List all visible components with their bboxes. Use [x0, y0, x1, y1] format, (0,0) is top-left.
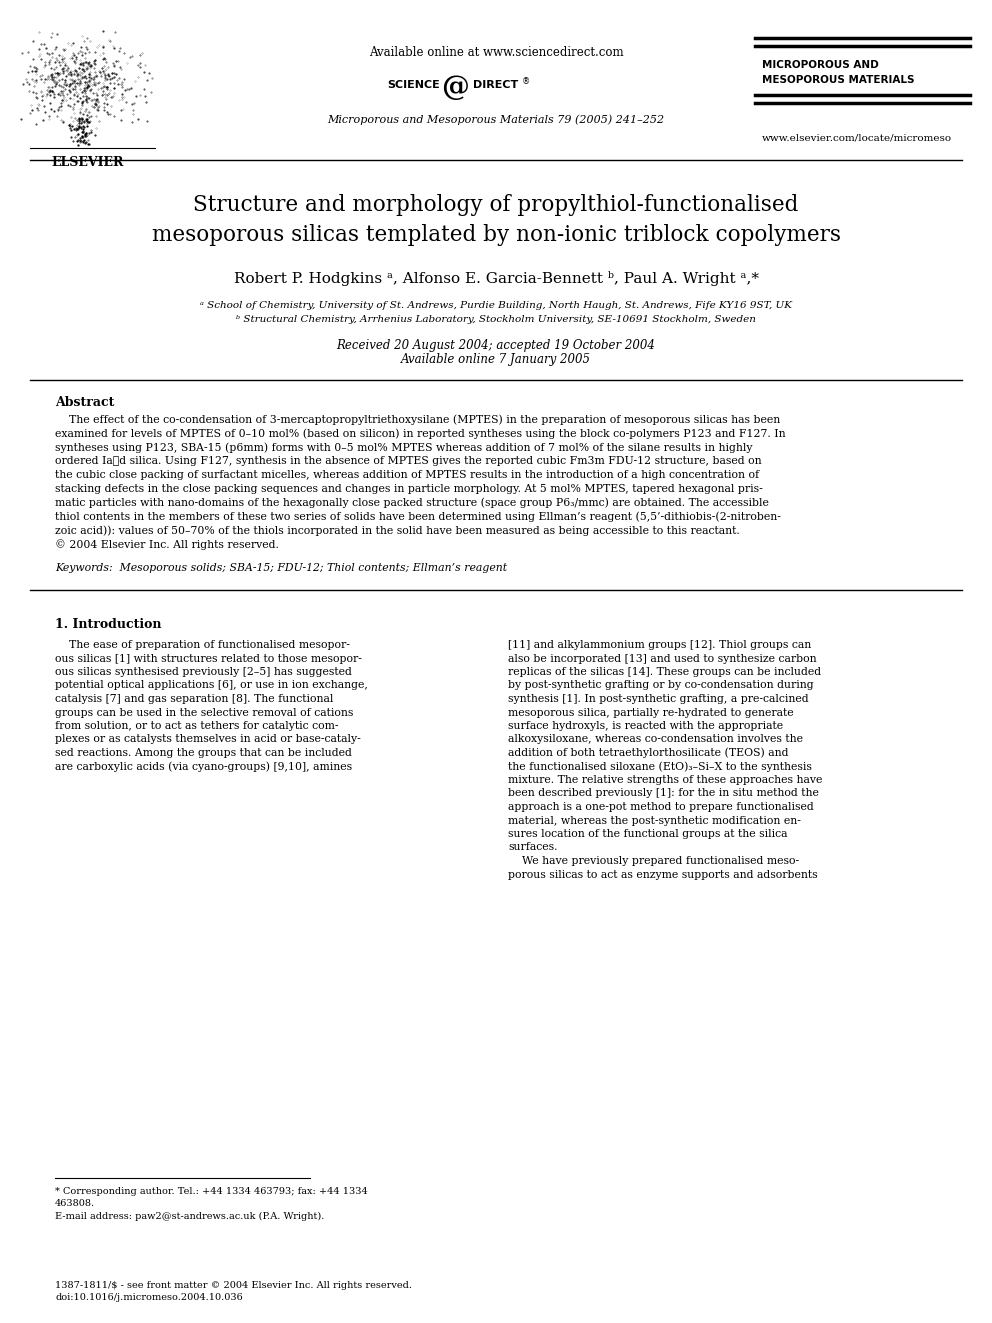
Text: mesoporous silicas templated by non-ionic triblock copolymers: mesoporous silicas templated by non-ioni… [152, 224, 840, 246]
Text: ᵇ Structural Chemistry, Arrhenius Laboratory, Stockholm University, SE-10691 Sto: ᵇ Structural Chemistry, Arrhenius Labora… [236, 315, 756, 324]
Text: synthesis [1]. In post-synthetic grafting, a pre-calcined: synthesis [1]. In post-synthetic graftin… [508, 695, 808, 704]
Text: @: @ [441, 74, 469, 101]
Text: surface hydroxyls, is reacted with the appropriate: surface hydroxyls, is reacted with the a… [508, 721, 783, 732]
Text: We have previously prepared functionalised meso-: We have previously prepared functionalis… [508, 856, 800, 867]
Text: sures location of the functional groups at the silica: sures location of the functional groups … [508, 830, 788, 839]
Text: alkoxysiloxane, whereas co-condensation involves the: alkoxysiloxane, whereas co-condensation … [508, 734, 803, 745]
Text: stacking defects in the close packing sequences and changes in particle morpholo: stacking defects in the close packing se… [55, 484, 763, 493]
Text: ous silicas synthesised previously [2–5] has suggested: ous silicas synthesised previously [2–5]… [55, 667, 352, 677]
Text: SCIENCE: SCIENCE [387, 79, 440, 90]
Text: syntheses using P123, SBA-15 (p6mm) forms with 0–5 mol% MPTES whereas addition o: syntheses using P123, SBA-15 (p6mm) form… [55, 442, 753, 452]
Text: DIRECT: DIRECT [473, 79, 518, 90]
Text: potential optical applications [6], or use in ion exchange,: potential optical applications [6], or u… [55, 680, 368, 691]
Text: been described previously [1]: for the in situ method the: been described previously [1]: for the i… [508, 789, 818, 799]
Text: by post-synthetic grafting or by co-condensation during: by post-synthetic grafting or by co-cond… [508, 680, 813, 691]
Text: approach is a one-pot method to prepare functionalised: approach is a one-pot method to prepare … [508, 802, 813, 812]
Text: groups can be used in the selective removal of cations: groups can be used in the selective remo… [55, 708, 353, 717]
Text: © 2004 Elsevier Inc. All rights reserved.: © 2004 Elsevier Inc. All rights reserved… [55, 538, 279, 549]
Text: doi:10.1016/j.micromeso.2004.10.036: doi:10.1016/j.micromeso.2004.10.036 [55, 1294, 243, 1303]
Text: Available online 7 January 2005: Available online 7 January 2005 [401, 353, 591, 366]
Text: * Corresponding author. Tel.: +44 1334 463793; fax: +44 1334: * Corresponding author. Tel.: +44 1334 4… [55, 1188, 368, 1196]
Text: 1. Introduction: 1. Introduction [55, 618, 162, 631]
Text: Received 20 August 2004; accepted 19 October 2004: Received 20 August 2004; accepted 19 Oct… [336, 339, 656, 352]
Text: surfaces.: surfaces. [508, 843, 558, 852]
Text: examined for levels of MPTES of 0–10 mol% (based on silicon) in reported synthes: examined for levels of MPTES of 0–10 mol… [55, 429, 786, 439]
Text: The ease of preparation of functionalised mesopor-: The ease of preparation of functionalise… [55, 640, 350, 650]
Text: MICROPOROUS AND: MICROPOROUS AND [762, 60, 879, 70]
Text: thiol contents in the members of these two series of solids have been determined: thiol contents in the members of these t… [55, 511, 781, 521]
Text: ous silicas [1] with structures related to those mesopor-: ous silicas [1] with structures related … [55, 654, 362, 664]
Text: the cubic close packing of surfactant micelles, whereas addition of MPTES result: the cubic close packing of surfactant mi… [55, 470, 759, 480]
Text: also be incorporated [13] and used to synthesize carbon: also be incorporated [13] and used to sy… [508, 654, 816, 664]
Text: material, whereas the post-synthetic modification en-: material, whereas the post-synthetic mod… [508, 815, 801, 826]
Text: zoic acid)): values of 50–70% of the thiols incorporated in the solid have been : zoic acid)): values of 50–70% of the thi… [55, 525, 740, 536]
Text: plexes or as catalysts themselves in acid or base-cataly-: plexes or as catalysts themselves in aci… [55, 734, 361, 745]
Text: [11] and alkylammonium groups [12]. Thiol groups can: [11] and alkylammonium groups [12]. Thio… [508, 640, 811, 650]
Text: ᵃ School of Chemistry, University of St. Andrews, Purdie Building, North Haugh, : ᵃ School of Chemistry, University of St.… [200, 300, 792, 310]
Text: Keywords:  Mesoporous solids; SBA-15; FDU-12; Thiol contents; Ellman’s reagent: Keywords: Mesoporous solids; SBA-15; FDU… [55, 564, 507, 573]
Text: Robert P. Hodgkins ᵃ, Alfonso E. Garcia-Bennett ᵇ, Paul A. Wright ᵃ,*: Robert P. Hodgkins ᵃ, Alfonso E. Garcia-… [233, 270, 759, 286]
Text: E-mail address: paw2@st-andrews.ac.uk (P.A. Wright).: E-mail address: paw2@st-andrews.ac.uk (P… [55, 1212, 324, 1221]
Text: are carboxylic acids (via cyano-groups) [9,10], amines: are carboxylic acids (via cyano-groups) … [55, 761, 352, 771]
Text: Microporous and Mesoporous Materials 79 (2005) 241–252: Microporous and Mesoporous Materials 79 … [327, 115, 665, 126]
Text: MESOPOROUS MATERIALS: MESOPOROUS MATERIALS [762, 75, 915, 85]
Text: matic particles with nano-domains of the hexagonally close packed structure (spa: matic particles with nano-domains of the… [55, 497, 769, 508]
Text: 1387-1811/$ - see front matter © 2004 Elsevier Inc. All rights reserved.: 1387-1811/$ - see front matter © 2004 El… [55, 1281, 412, 1290]
Text: ®: ® [522, 78, 531, 86]
Text: catalysis [7] and gas separation [8]. The functional: catalysis [7] and gas separation [8]. Th… [55, 695, 333, 704]
Text: addition of both tetraethylorthosilicate (TEOS) and: addition of both tetraethylorthosilicate… [508, 747, 789, 758]
Text: replicas of the silicas [14]. These groups can be included: replicas of the silicas [14]. These grou… [508, 667, 821, 677]
Text: the functionalised siloxane (EtO)₃–Si–X to the synthesis: the functionalised siloxane (EtO)₃–Si–X … [508, 761, 811, 771]
Text: Available online at www.sciencedirect.com: Available online at www.sciencedirect.co… [369, 45, 623, 58]
Text: Abstract: Abstract [55, 396, 114, 409]
Text: porous silicas to act as enzyme supports and adsorbents: porous silicas to act as enzyme supports… [508, 869, 817, 880]
Text: Structure and morphology of propylthiol-functionalised: Structure and morphology of propylthiol-… [193, 194, 799, 216]
Text: mesoporous silica, partially re-hydrated to generate: mesoporous silica, partially re-hydrated… [508, 708, 794, 717]
Text: mixture. The relative strengths of these approaches have: mixture. The relative strengths of these… [508, 775, 822, 785]
Text: 463808.: 463808. [55, 1200, 95, 1208]
Text: www.elsevier.com/locate/micromeso: www.elsevier.com/locate/micromeso [762, 134, 952, 143]
Text: from solution, or to act as tethers for catalytic com-: from solution, or to act as tethers for … [55, 721, 338, 732]
Text: sed reactions. Among the groups that can be included: sed reactions. Among the groups that can… [55, 747, 352, 758]
Text: The effect of the co-condensation of 3-mercaptopropyltriethoxysilane (MPTES) in : The effect of the co-condensation of 3-m… [55, 414, 781, 425]
Text: ordered Ia͛d silica. Using F127, synthesis in the absence of MPTES gives the rep: ordered Ia͛d silica. Using F127, synthes… [55, 456, 762, 467]
Text: ELSEVIER: ELSEVIER [52, 156, 124, 168]
